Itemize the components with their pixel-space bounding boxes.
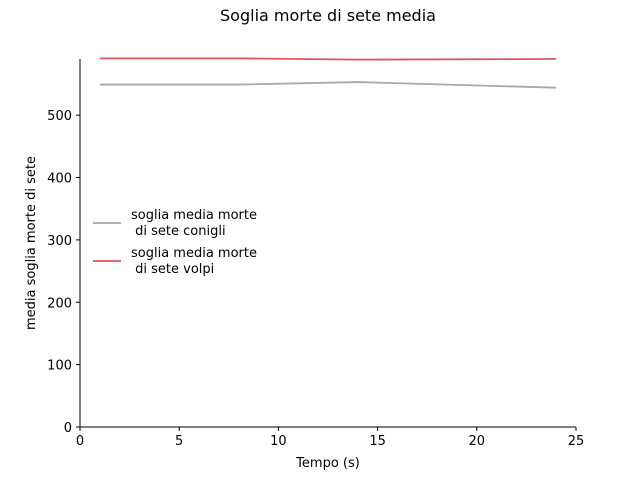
legend-label: soglia media morte di sete volpi — [131, 246, 257, 277]
plot-area: 0 5 10 15 20 25 0 100 200 300 400 500 — [47, 57, 584, 449]
series-line-1 — [99, 57, 557, 61]
series-line-0 — [99, 81, 557, 89]
x-tick-label: 5 — [175, 434, 183, 449]
y-tick-label: 300 — [47, 234, 72, 249]
y-tick-label: 400 — [47, 172, 72, 187]
x-tick-label: 10 — [270, 434, 287, 449]
x-tick-label: 25 — [568, 434, 585, 449]
x-ticks: 0 5 10 15 20 25 — [76, 427, 584, 449]
y-tick-label: 500 — [47, 109, 72, 124]
legend-label: soglia media morte di sete conigli — [131, 208, 257, 239]
y-tick-label: 100 — [47, 359, 72, 374]
series-lines — [99, 57, 557, 89]
x-axis-label: Tempo (s) — [295, 456, 360, 471]
legend-entry: soglia media morte di sete conigli — [93, 208, 257, 239]
y-tick-label: 0 — [64, 421, 72, 436]
legend: soglia media morte di sete conigli soglia… — [93, 208, 257, 277]
x-tick-label: 0 — [76, 434, 84, 449]
chart-title: Soglia morte di sete media — [220, 6, 436, 25]
y-ticks: 0 100 200 300 400 500 — [47, 109, 80, 436]
x-tick-label: 15 — [369, 434, 386, 449]
x-tick-label: 20 — [469, 434, 486, 449]
legend-entry: soglia media morte di sete volpi — [93, 246, 257, 277]
y-axis-label: media soglia morte di sete — [24, 156, 39, 330]
y-tick-label: 200 — [47, 296, 72, 311]
